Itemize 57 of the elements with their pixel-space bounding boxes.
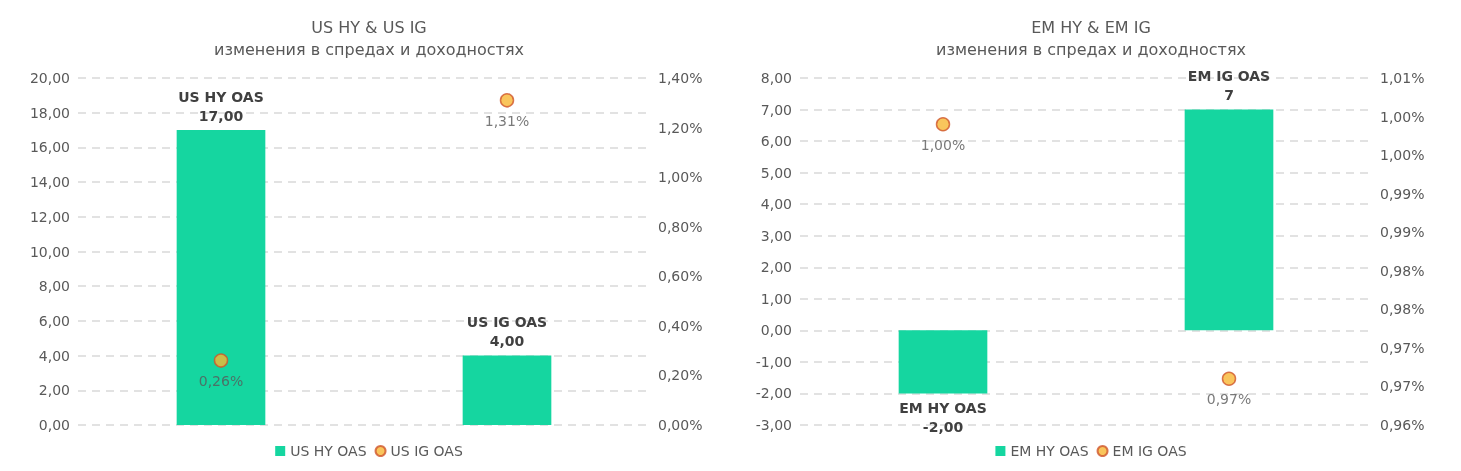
y2-tick-label: 1,40% bbox=[658, 70, 703, 86]
y-tick-label: 16,00 bbox=[29, 139, 70, 156]
y2-tick-label: 1,00% bbox=[1380, 108, 1425, 125]
y-tick-label: -1,00 bbox=[755, 353, 792, 370]
y-tick-label: 0,00 bbox=[38, 417, 70, 433]
y2-tick-label: 1,20% bbox=[658, 119, 703, 136]
chart-title: EM HY & EM IG bbox=[1031, 17, 1151, 37]
y2-tick-label: 0,96% bbox=[1380, 417, 1425, 433]
y-tick-label: -3,00 bbox=[755, 417, 792, 433]
y-tick-label: 4,00 bbox=[38, 347, 70, 364]
data-label: US HY OAS 17,00 bbox=[178, 88, 264, 124]
y2-tick-label: 1,01% bbox=[1380, 70, 1425, 86]
y-tick-label: 20,00 bbox=[29, 70, 70, 86]
data-label: 1,31% bbox=[484, 112, 530, 129]
y2-tick-label: 0,60% bbox=[658, 268, 703, 285]
y-tick-label: 6,00 bbox=[760, 133, 792, 150]
y2-tick-label: 0,40% bbox=[658, 317, 703, 334]
y-tick-label: 2,00 bbox=[760, 259, 792, 276]
y-tick-label: 6,00 bbox=[38, 312, 70, 329]
y2-tick-label: 1,00% bbox=[1380, 147, 1425, 164]
y-tick-label: 8,00 bbox=[38, 278, 70, 295]
y2-tick-label: 0,97% bbox=[1380, 378, 1425, 395]
data-label: EM IG OAS 7 bbox=[1187, 68, 1271, 104]
data-label: 1,00% bbox=[920, 136, 966, 153]
legend-label: US IG OAS bbox=[390, 443, 463, 459]
legend-label: EM IG OAS bbox=[1112, 443, 1187, 459]
y2-tick-label: 0,97% bbox=[1380, 339, 1425, 356]
y2-tick-label: 0,00% bbox=[658, 417, 703, 433]
y2-tick-label: 0,98% bbox=[1380, 262, 1425, 279]
y2-tick-label: 0,98% bbox=[1380, 301, 1425, 318]
data-label: US IG OAS 4,00 bbox=[466, 314, 548, 350]
y-tick-label: 4,00 bbox=[760, 196, 792, 213]
legend-label: US HY OAS bbox=[290, 443, 367, 459]
y2-tick-label: 0,99% bbox=[1380, 224, 1425, 241]
y-tick-label: 18,00 bbox=[29, 104, 70, 121]
y-tick-label: 8,00 bbox=[760, 70, 792, 86]
data-label: 0,26% bbox=[198, 372, 244, 389]
chart-subtitle: изменения в спредах и доходностях bbox=[935, 39, 1247, 59]
y-tick-label: 14,00 bbox=[29, 174, 70, 191]
y-tick-label: 7,00 bbox=[760, 101, 792, 118]
chart-subtitle: изменения в спредах и доходностях bbox=[213, 39, 525, 59]
y-tick-label: 12,00 bbox=[29, 208, 70, 225]
y-tick-label: 5,00 bbox=[760, 164, 792, 181]
y-tick-label: -2,00 bbox=[755, 385, 792, 402]
y-tick-label: 1,00 bbox=[760, 290, 792, 307]
y2-tick-label: 1,00% bbox=[658, 169, 703, 186]
y2-tick-label: 0,20% bbox=[658, 367, 703, 384]
chart-title: US HY & US IG bbox=[311, 17, 427, 37]
data-label: 0,97% bbox=[1206, 390, 1252, 407]
y-tick-label: 0,00 bbox=[760, 322, 792, 339]
y2-tick-label: 0,99% bbox=[1380, 185, 1425, 202]
y2-tick-label: 0,80% bbox=[658, 218, 703, 235]
data-label: EM HY OAS -2,00 bbox=[899, 399, 987, 435]
y-tick-label: 2,00 bbox=[38, 382, 70, 399]
legend-label: EM HY OAS bbox=[1010, 443, 1089, 459]
y-tick-label: 10,00 bbox=[29, 243, 70, 260]
y-tick-label: 3,00 bbox=[760, 227, 792, 244]
